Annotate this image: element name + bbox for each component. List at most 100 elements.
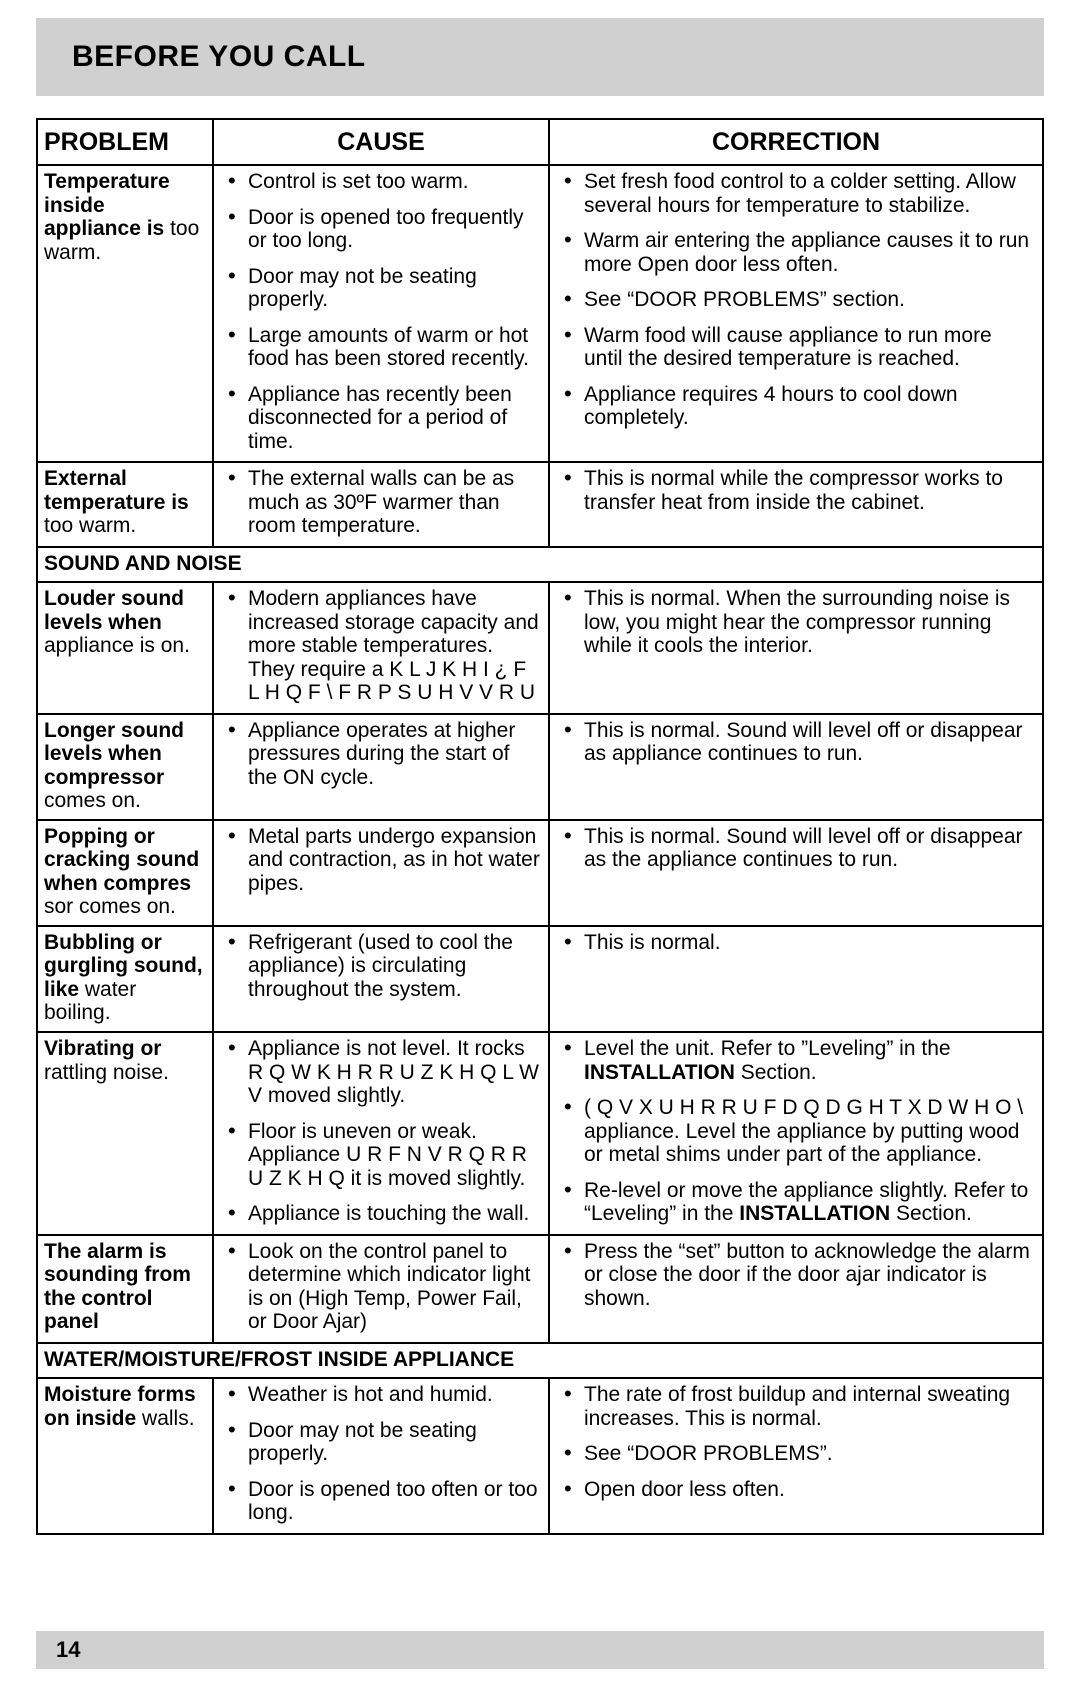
problem-bold: Longer sound levels when compressor bbox=[44, 719, 184, 789]
list-item: Appliance is not level. It rocks R Q W K… bbox=[220, 1037, 542, 1108]
correction-cell: The rate of frost buildup and internal s… bbox=[549, 1378, 1043, 1534]
list-item: Control is set too warm. bbox=[220, 170, 542, 194]
cause-cell: Control is set too warm. Door is opened t… bbox=[213, 165, 549, 462]
list-item: Press the “set” button to acknowledge th… bbox=[556, 1240, 1036, 1311]
bullet-list: Level the unit. Refer to ”Leveling” in t… bbox=[556, 1037, 1036, 1226]
list-item: The external walls can be as much as 30º… bbox=[220, 467, 542, 538]
bullet-list: Modern appliances have increased storage… bbox=[220, 587, 542, 705]
bullet-list: This is normal. When the surrounding noi… bbox=[556, 587, 1036, 658]
bullet-list: Appliance operates at higher pressures d… bbox=[220, 719, 542, 790]
bullet-list: Appliance is not level. It rocks R Q W K… bbox=[220, 1037, 542, 1226]
table-row: Vibrating or rattling noise.Appliance is… bbox=[37, 1032, 1043, 1235]
table-row: Louder sound levels when appliance is on… bbox=[37, 582, 1043, 714]
problem-cell: The alarm is sounding from the control p… bbox=[37, 1235, 213, 1343]
correction-cell: Set fresh food control to a colder setti… bbox=[549, 165, 1043, 462]
problem-bold: Temperature inside appliance is bbox=[44, 170, 170, 240]
cause-cell: The external walls can be as much as 30º… bbox=[213, 462, 549, 547]
page-title: BEFORE YOU CALL bbox=[72, 40, 1008, 74]
list-item: This is normal. Sound will level off or … bbox=[556, 719, 1036, 766]
problem-rest: walls. bbox=[142, 1407, 195, 1430]
list-item: Large amounts of warm or hot food has be… bbox=[220, 324, 542, 371]
list-item: ( Q V X U H R R U F D Q D G H T X D W H … bbox=[556, 1096, 1036, 1167]
header-bar: BEFORE YOU CALL bbox=[36, 18, 1044, 96]
cause-cell: Modern appliances have increased storage… bbox=[213, 582, 549, 714]
table-row: Temperature inside appliance is too warm… bbox=[37, 165, 1043, 462]
troubleshooting-table: PROBLEM CAUSE CORRECTION Temperature ins… bbox=[36, 118, 1044, 1535]
problem-bold: The alarm is sounding from the control p… bbox=[44, 1240, 191, 1334]
cause-cell: Appliance operates at higher pressures d… bbox=[213, 714, 549, 820]
cause-cell: Metal parts undergo expansion and contra… bbox=[213, 820, 549, 926]
problem-cell: Longer sound levels when compressor come… bbox=[37, 714, 213, 820]
table-row: Longer sound levels when compressor come… bbox=[37, 714, 1043, 820]
problem-bold: Popping or cracking sound when compres bbox=[44, 825, 199, 895]
section-title: SOUND AND NOISE bbox=[37, 547, 1043, 583]
list-item: This is normal. When the surrounding noi… bbox=[556, 587, 1036, 658]
bullet-list: This is normal while the compressor work… bbox=[556, 467, 1036, 514]
bullet-list: The rate of frost buildup and internal s… bbox=[556, 1383, 1036, 1501]
cause-cell: Weather is hot and humid. Door may not be… bbox=[213, 1378, 549, 1534]
table-row: Moisture forms on inside walls.Weather i… bbox=[37, 1378, 1043, 1534]
bullet-list: The external walls can be as much as 30º… bbox=[220, 467, 542, 538]
correction-cell: This is normal while the compressor work… bbox=[549, 462, 1043, 547]
section-title: WATER/MOISTURE/FROST INSIDE APPLIANCE bbox=[37, 1343, 1043, 1379]
col-cause: CAUSE bbox=[213, 119, 549, 165]
table-row: Bubbling or gurgling sound, like water b… bbox=[37, 926, 1043, 1032]
bullet-list: Weather is hot and humid. Door may not be… bbox=[220, 1383, 542, 1525]
bullet-list: Press the “set” button to acknowledge th… bbox=[556, 1240, 1036, 1311]
list-item: Appliance has recently been disconnected… bbox=[220, 383, 542, 454]
table-row: External temperature is too warm.The ext… bbox=[37, 462, 1043, 547]
list-item: Level the unit. Refer to ”Leveling” in t… bbox=[556, 1037, 1036, 1084]
list-item: Appliance is touching the wall. bbox=[220, 1202, 542, 1226]
list-item: This is normal. Sound will level off or … bbox=[556, 825, 1036, 872]
list-item: Metal parts undergo expansion and contra… bbox=[220, 825, 542, 896]
problem-rest: appliance is on. bbox=[44, 634, 190, 657]
list-item: Refrigerant (used to cool the appliance)… bbox=[220, 931, 542, 1002]
list-item: Appliance requires 4 hours to cool down … bbox=[556, 383, 1036, 430]
problem-rest: too warm. bbox=[44, 514, 136, 537]
list-item: Warm food will cause appliance to run mo… bbox=[556, 324, 1036, 371]
list-item: Door is opened too often or too long. bbox=[220, 1478, 542, 1525]
list-item: Look on the control panel to determine w… bbox=[220, 1240, 542, 1334]
list-item: Warm air entering the appliance causes i… bbox=[556, 229, 1036, 276]
bullet-list: Control is set too warm. Door is opened t… bbox=[220, 170, 542, 453]
list-item: Open door less often. bbox=[556, 1478, 1036, 1502]
bullet-list: This is normal. bbox=[556, 931, 1036, 955]
page: BEFORE YOU CALL PROBLEM CAUSE CORRECTION… bbox=[0, 18, 1080, 1687]
section-row: WATER/MOISTURE/FROST INSIDE APPLIANCE bbox=[37, 1343, 1043, 1379]
cause-cell: Appliance is not level. It rocks R Q W K… bbox=[213, 1032, 549, 1235]
problem-cell: Louder sound levels when appliance is on… bbox=[37, 582, 213, 714]
cause-cell: Look on the control panel to determine w… bbox=[213, 1235, 549, 1343]
problem-cell: External temperature is too warm. bbox=[37, 462, 213, 547]
list-item: Door may not be seating properly. bbox=[220, 265, 542, 312]
footer-bar: 14 bbox=[36, 1631, 1044, 1669]
table-header-row: PROBLEM CAUSE CORRECTION bbox=[37, 119, 1043, 165]
list-item: Floor is uneven or weak. Appliance U R F… bbox=[220, 1120, 542, 1191]
correction-cell: Press the “set” button to acknowledge th… bbox=[549, 1235, 1043, 1343]
col-correction: CORRECTION bbox=[549, 119, 1043, 165]
list-item: The rate of frost buildup and internal s… bbox=[556, 1383, 1036, 1430]
cause-cell: Refrigerant (used to cool the appliance)… bbox=[213, 926, 549, 1032]
correction-cell: This is normal. bbox=[549, 926, 1043, 1032]
bullet-list: Look on the control panel to determine w… bbox=[220, 1240, 542, 1334]
list-item: See “DOOR PROBLEMS”. bbox=[556, 1442, 1036, 1466]
page-number: 14 bbox=[56, 1637, 80, 1662]
list-item: This is normal. bbox=[556, 931, 1036, 955]
correction-cell: This is normal. When the surrounding noi… bbox=[549, 582, 1043, 714]
bullet-list: Refrigerant (used to cool the appliance)… bbox=[220, 931, 542, 1002]
correction-cell: Level the unit. Refer to ”Leveling” in t… bbox=[549, 1032, 1043, 1235]
table-wrap: PROBLEM CAUSE CORRECTION Temperature ins… bbox=[36, 118, 1044, 1535]
table-row: Popping or cracking sound when compres s… bbox=[37, 820, 1043, 926]
list-item: Door is opened too frequently or too lon… bbox=[220, 206, 542, 253]
list-item: Re-level or move the appliance slightly.… bbox=[556, 1179, 1036, 1226]
list-item: Door may not be seating properly. bbox=[220, 1419, 542, 1466]
list-item: Appliance operates at higher pressures d… bbox=[220, 719, 542, 790]
problem-cell: Vibrating or rattling noise. bbox=[37, 1032, 213, 1235]
list-item: See “DOOR PROBLEMS” section. bbox=[556, 288, 1036, 312]
list-item: Weather is hot and humid. bbox=[220, 1383, 542, 1407]
list-item: This is normal while the compressor work… bbox=[556, 467, 1036, 514]
problem-rest: sor comes on. bbox=[44, 895, 176, 918]
problem-rest: rattling noise. bbox=[44, 1061, 169, 1084]
section-row: SOUND AND NOISE bbox=[37, 547, 1043, 583]
problem-cell: Popping or cracking sound when compres s… bbox=[37, 820, 213, 926]
table-row: The alarm is sounding from the control p… bbox=[37, 1235, 1043, 1343]
